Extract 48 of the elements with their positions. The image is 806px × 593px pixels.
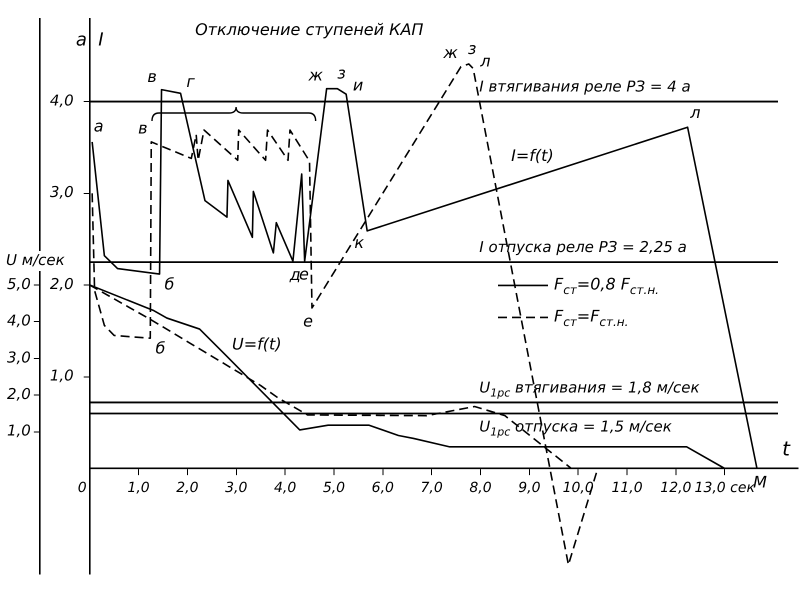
x-axis-title: t	[782, 436, 792, 461]
x-tick-label: 5,0	[322, 480, 346, 496]
ref-line-label: I отпуска реле РЗ = 2,25 а	[479, 238, 687, 256]
annotation: л	[479, 51, 490, 70]
y2-tick-label: 5,0	[6, 274, 31, 293]
annotation: и	[352, 76, 364, 95]
annotation: г	[186, 72, 196, 92]
annotation: I=f(t)	[511, 146, 554, 165]
x-tick-label: 12,0	[660, 480, 692, 496]
y2-tick-label: 1,0	[6, 422, 31, 440]
y-tick-label: 4,0	[50, 91, 74, 110]
annotation: б	[164, 274, 174, 294]
annotation: в	[138, 118, 148, 138]
annotation: з	[337, 64, 346, 83]
y-tick-label: 3,0	[50, 183, 74, 202]
annotation: ж	[307, 65, 324, 84]
annotation: Отключение ступеней КАП	[195, 20, 424, 40]
x-tick-label: 3,0	[225, 480, 248, 496]
y2-tick-label: 2,0	[6, 385, 31, 404]
annotation: к	[354, 233, 364, 252]
x-tick-label: 9,0	[518, 480, 541, 496]
annotation: д	[288, 264, 301, 284]
x-tick-label: 7,0	[420, 480, 443, 496]
annotation: ж	[442, 42, 458, 62]
annotation: е	[299, 264, 310, 284]
annotation: U=f(t)	[232, 334, 282, 354]
annotation: з	[468, 38, 476, 58]
y2-tick-label: 3,0	[6, 348, 31, 366]
annotation: в	[147, 67, 157, 86]
y-tick-label: 2,0	[50, 274, 74, 293]
annotation: б	[155, 338, 166, 358]
x-tick-label: 13,0 сек	[694, 480, 756, 496]
x-tick-label: 11,0	[611, 480, 643, 496]
y2-tick-label: 4,0	[6, 312, 31, 330]
x-tick-label: 4,0	[274, 480, 296, 496]
ref-line-label: I втягивания реле РЗ = 4 а	[479, 77, 691, 96]
x-tick-label: 8,0	[469, 480, 492, 496]
annotation: М	[753, 472, 768, 492]
x-tick-label: 2,0	[176, 480, 199, 496]
y-axis-title: а I	[76, 30, 104, 51]
y2-axis-title: U м/сек	[6, 250, 65, 269]
x-tick-label: 1,0	[127, 480, 150, 496]
annotation: е	[303, 312, 314, 331]
x-tick-label: 6,0	[372, 480, 394, 496]
annotation: а	[94, 116, 104, 136]
annotation: л	[689, 103, 700, 122]
x-tick-label: 0	[78, 480, 87, 496]
y-tick-label: 1,0	[50, 366, 74, 385]
